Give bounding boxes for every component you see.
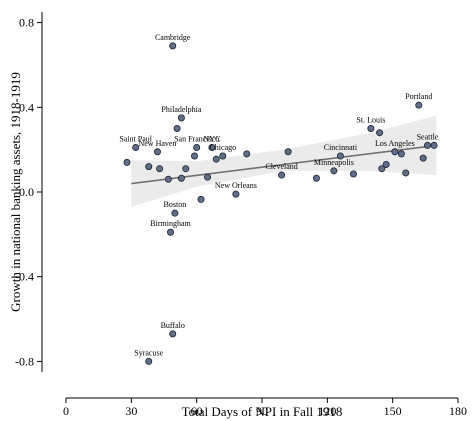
data-point xyxy=(169,42,177,50)
data-point xyxy=(243,150,251,158)
y-axis-title: Growth in national banking assets, 1918-… xyxy=(8,72,23,312)
point-label: Philadelphia xyxy=(161,105,201,114)
point-label: New Orleans xyxy=(215,181,257,190)
x-tick-label: 60 xyxy=(191,404,203,418)
point-labels-layer: Cambridge Portland Philadelphia St. Louis Sa… xyxy=(119,33,438,358)
y-tick-label: -0.8 xyxy=(15,354,34,368)
point-label: Chicago xyxy=(209,143,236,152)
data-point xyxy=(219,152,227,160)
data-point xyxy=(167,228,175,236)
y-tick-label: -0.4 xyxy=(15,270,34,284)
data-point xyxy=(430,141,438,149)
data-point xyxy=(182,165,190,173)
point-label: New Haven xyxy=(138,139,176,148)
data-point xyxy=(193,144,201,152)
data-point xyxy=(402,169,410,177)
point-label: Syracuse xyxy=(134,348,163,357)
data-point xyxy=(169,330,177,338)
data-point xyxy=(415,101,423,109)
data-point xyxy=(204,173,212,181)
data-point xyxy=(232,190,240,198)
data-point xyxy=(132,144,140,152)
point-label: Minneapolis xyxy=(314,158,354,167)
data-point xyxy=(378,165,386,173)
data-point xyxy=(330,167,338,175)
data-point xyxy=(173,124,181,132)
point-label: Portland xyxy=(405,92,432,101)
point-label: Cambridge xyxy=(155,33,191,42)
point-label: Seattle xyxy=(417,132,439,141)
point-label: Los Angeles xyxy=(375,139,415,148)
data-point xyxy=(376,129,384,137)
points-layer xyxy=(123,42,438,365)
x-tick-label: 180 xyxy=(449,404,467,418)
data-point xyxy=(391,148,399,156)
x-tick-label: 90 xyxy=(256,404,268,418)
data-point xyxy=(177,174,185,182)
axes: 0 30 60 90 120 150 180 -0.8 -0.4 0.0 0.4 0.8 xyxy=(15,12,467,418)
point-label: Birmingham xyxy=(150,219,191,228)
data-point xyxy=(312,174,320,182)
data-point xyxy=(197,195,205,203)
data-point xyxy=(208,144,216,152)
point-label: NYC xyxy=(203,135,220,144)
x-tick-label: 120 xyxy=(318,404,336,418)
confidence-band-layer xyxy=(131,115,437,207)
data-point xyxy=(284,148,292,156)
data-point xyxy=(278,171,286,179)
x-tick-label: 150 xyxy=(384,404,402,418)
data-point xyxy=(177,114,185,122)
y-tick-label: 0.8 xyxy=(19,16,34,30)
data-point xyxy=(156,165,164,173)
data-point xyxy=(164,175,172,183)
data-point xyxy=(190,152,198,160)
point-label: St. Louis xyxy=(356,115,385,124)
y-tick-label: 0.4 xyxy=(19,100,34,114)
data-point xyxy=(145,163,153,171)
point-label: Boston xyxy=(164,200,187,209)
point-label: San Francisco xyxy=(174,135,219,144)
data-point xyxy=(424,141,432,149)
data-point xyxy=(123,158,131,166)
confidence-band xyxy=(131,115,437,207)
data-point xyxy=(145,357,153,365)
data-point xyxy=(367,124,375,132)
data-point xyxy=(349,170,357,178)
data-point xyxy=(212,155,220,163)
data-point xyxy=(419,154,427,162)
point-label: Cincinnati xyxy=(324,143,358,152)
data-point xyxy=(171,209,179,217)
point-label: Cleveland xyxy=(265,162,297,171)
data-point xyxy=(153,148,161,156)
point-label: Buffalo xyxy=(161,321,185,330)
y-tick-label: 0.0 xyxy=(19,185,34,199)
x-tick-label: 0 xyxy=(63,404,69,418)
x-axis-title: Total Days of NPI in Fall 1918 xyxy=(182,404,343,419)
data-point xyxy=(382,160,390,168)
data-point xyxy=(336,152,344,160)
point-label: Saint Paul xyxy=(119,135,152,144)
x-tick-label: 30 xyxy=(125,404,137,418)
data-point xyxy=(397,150,405,158)
